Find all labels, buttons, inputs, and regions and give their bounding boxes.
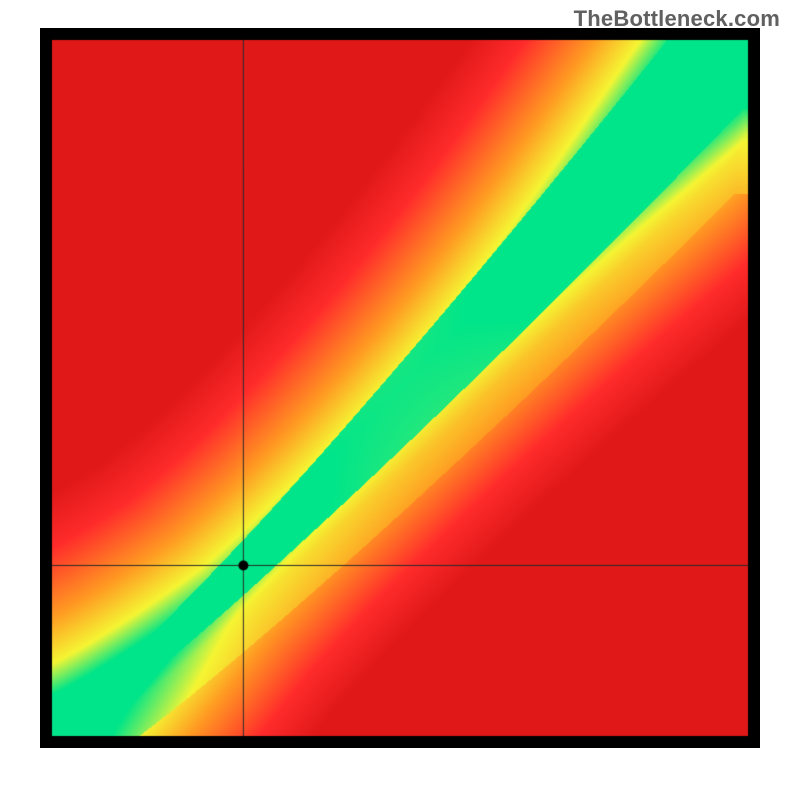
heatmap-canvas — [40, 28, 760, 748]
chart-container: TheBottleneck.com — [0, 0, 800, 800]
watermark-text: TheBottleneck.com — [574, 6, 780, 32]
plot-area — [40, 28, 760, 748]
